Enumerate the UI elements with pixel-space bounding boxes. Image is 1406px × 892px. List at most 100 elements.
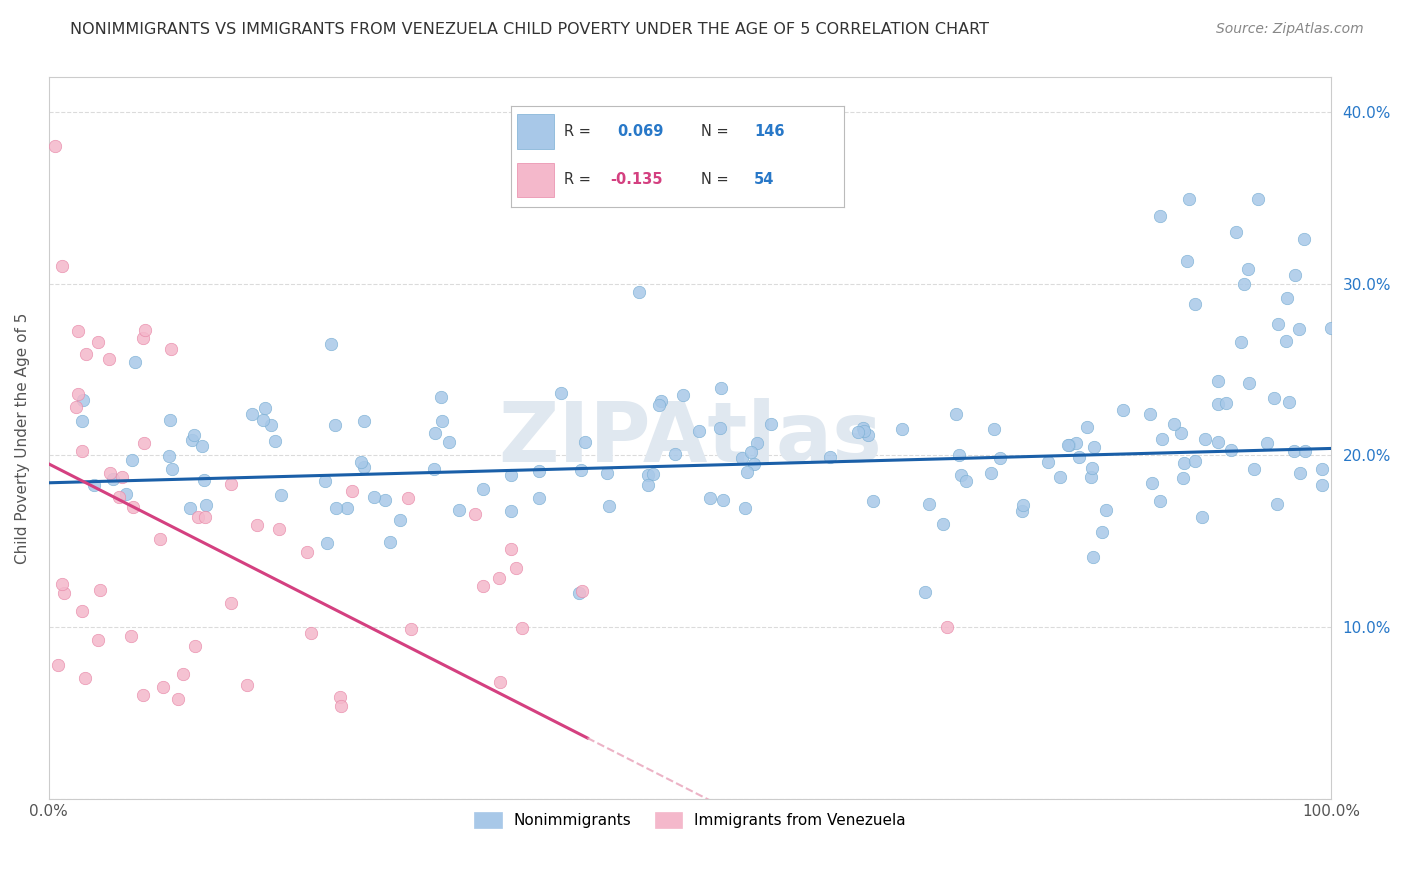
Point xyxy=(51,577,73,591)
Point xyxy=(121,500,143,515)
Text: Source: ZipAtlas.com: Source: ZipAtlas.com xyxy=(1216,22,1364,37)
Point xyxy=(1177,254,1199,268)
Point xyxy=(184,639,207,653)
Point xyxy=(1170,426,1192,441)
Point xyxy=(240,407,263,421)
Point xyxy=(1275,291,1298,305)
Point xyxy=(488,571,510,585)
Point xyxy=(745,436,768,450)
Point xyxy=(132,331,155,345)
Point xyxy=(114,486,136,500)
Point xyxy=(342,483,364,498)
Point xyxy=(1173,471,1195,485)
Point xyxy=(180,433,202,447)
Point xyxy=(574,434,596,449)
Point xyxy=(1081,549,1104,564)
Point xyxy=(353,414,375,428)
Point xyxy=(121,453,143,467)
Point xyxy=(571,584,593,599)
Point xyxy=(853,425,876,439)
Point xyxy=(1080,469,1102,483)
Point xyxy=(488,675,510,690)
Point xyxy=(1011,498,1033,512)
Point xyxy=(423,462,446,476)
Point xyxy=(846,425,869,439)
Point xyxy=(1310,478,1333,492)
Point xyxy=(1091,524,1114,539)
Point xyxy=(314,474,336,488)
Point xyxy=(52,585,75,599)
Point xyxy=(191,439,214,453)
Point xyxy=(650,393,672,408)
Point xyxy=(83,477,105,491)
Point xyxy=(688,424,710,438)
Point xyxy=(568,585,591,599)
Point xyxy=(550,386,572,401)
Point xyxy=(1049,470,1071,484)
Point xyxy=(260,417,283,432)
Point xyxy=(70,604,93,618)
Point xyxy=(983,422,1005,436)
Point xyxy=(464,508,486,522)
Point xyxy=(527,464,550,478)
Point xyxy=(862,494,884,508)
Point xyxy=(319,336,342,351)
Point xyxy=(1275,334,1298,348)
Point xyxy=(336,500,359,515)
Point xyxy=(323,418,346,433)
Point xyxy=(134,323,156,337)
Point xyxy=(501,541,523,556)
Point xyxy=(1289,467,1312,481)
Point xyxy=(98,352,121,367)
Point xyxy=(596,466,619,480)
Point xyxy=(152,680,174,694)
Y-axis label: Child Poverty Under the Age of 5: Child Poverty Under the Age of 5 xyxy=(15,312,30,564)
Point xyxy=(643,467,665,481)
Point xyxy=(87,632,110,647)
Point xyxy=(172,667,194,681)
Point xyxy=(157,449,180,463)
Point xyxy=(437,435,460,450)
Point xyxy=(388,513,411,527)
Point xyxy=(350,455,373,469)
Point xyxy=(160,462,183,476)
Point xyxy=(1194,432,1216,446)
Point xyxy=(955,474,977,488)
Point xyxy=(236,678,259,692)
Point xyxy=(72,393,94,408)
Point xyxy=(1069,450,1091,465)
Point xyxy=(183,428,205,442)
Point xyxy=(325,500,347,515)
Point xyxy=(672,388,695,402)
Point xyxy=(1149,494,1171,508)
Point xyxy=(914,585,936,599)
Point xyxy=(740,445,762,459)
Point xyxy=(731,451,754,466)
Point xyxy=(316,536,339,550)
Point xyxy=(948,448,970,462)
Point xyxy=(329,690,352,704)
Point xyxy=(131,688,153,702)
Point xyxy=(598,499,620,513)
Point xyxy=(432,415,454,429)
Point xyxy=(980,466,1002,480)
Point xyxy=(1152,433,1174,447)
Point xyxy=(1163,417,1185,431)
Point xyxy=(1215,395,1237,409)
Point xyxy=(246,518,269,533)
Point xyxy=(1206,434,1229,449)
Point xyxy=(1284,268,1306,282)
Point xyxy=(1191,510,1213,524)
Point xyxy=(329,699,352,714)
Point xyxy=(501,468,523,483)
Point xyxy=(1149,209,1171,223)
Point xyxy=(1206,374,1229,388)
Point xyxy=(1011,503,1033,517)
Point xyxy=(917,497,939,511)
Point xyxy=(100,466,122,480)
Point xyxy=(87,334,110,349)
Point xyxy=(699,491,721,506)
Point xyxy=(1229,335,1251,350)
Point xyxy=(1294,444,1316,458)
Point xyxy=(269,522,291,536)
